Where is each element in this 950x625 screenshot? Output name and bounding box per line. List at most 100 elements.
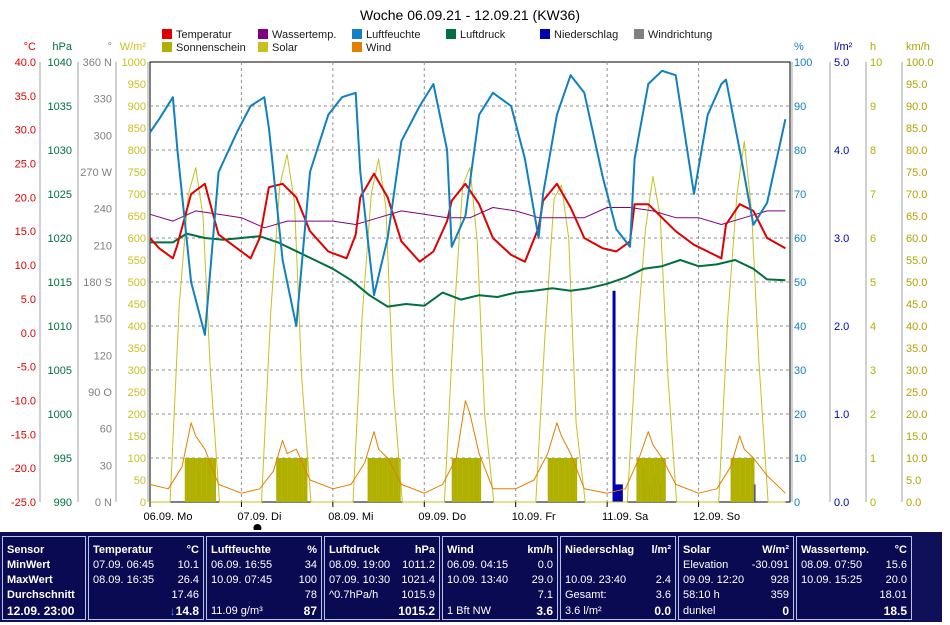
tick-temperature-1: 35.0 (15, 91, 36, 103)
sunshine-bar-1-11 (296, 458, 299, 502)
sunshine-bar-1-2 (279, 458, 282, 502)
wind-unit: km/h (527, 544, 553, 556)
rain-total-label: Gesamt: (565, 589, 607, 601)
tick-temperature-2: 30.0 (15, 125, 36, 137)
sunshine-bar-2-4 (374, 458, 377, 502)
tick-solar-0: 1000 (122, 57, 146, 69)
sunshine-bar-3-15 (479, 458, 482, 502)
tick-temperature-5: 15.0 (15, 226, 36, 238)
sunshine-bar-4-13 (571, 458, 574, 502)
tick-pressure-5: 1015 (48, 277, 72, 289)
tick-solar-3: 850 (128, 123, 146, 135)
sunshine-bar-5-5 (645, 458, 648, 502)
wind-max-time: 10.09. 13:40 (447, 574, 509, 586)
tick-pressure-9: 995 (54, 453, 72, 465)
rain-bar-3 (619, 484, 623, 502)
hum-abs-label: 11.09 g/m³ (211, 605, 263, 617)
sunshine-bar-0-1 (186, 458, 189, 502)
sunshine-bar-1-8 (290, 458, 293, 502)
sunshine-bar-0-4 (192, 458, 195, 502)
sunshine-bar-6-11 (750, 458, 753, 502)
unit-direction: ° (108, 41, 112, 53)
tick-pressure-10: 990 (54, 497, 72, 509)
tick-solar-4: 800 (128, 145, 146, 157)
sunshine-bar-2-7 (380, 458, 383, 502)
tick-temperature-10: -10.0 (11, 395, 36, 407)
sunshine-bar-1-7 (288, 458, 291, 502)
tick-humidity-9: 10 (794, 453, 806, 465)
tick-direction-9: 90 O (88, 387, 112, 399)
sunshine-bar-0-0 (184, 458, 187, 502)
sunshine-bar-0-2 (188, 458, 191, 502)
sunshine-bar-4-7 (560, 458, 563, 502)
bars (184, 290, 756, 502)
wind-bft-label: 1 Bft NW (447, 605, 492, 617)
tick-pressure-7: 1005 (48, 365, 72, 377)
solar-elevation-label: Elevation (683, 559, 729, 571)
tick-humidity-1: 90 (794, 101, 806, 113)
sunshine-bar-0-9 (201, 458, 204, 502)
sunshine-bar-3-5 (460, 458, 463, 502)
sunshine-bar-2-17 (398, 458, 401, 502)
sunshine-bar-2-11 (387, 458, 390, 502)
press-min-time: 08.09. 19:00 (329, 559, 391, 571)
sunshine-bar-3-8 (466, 458, 469, 502)
water-max-value: 20.0 (885, 574, 907, 586)
tick-wind-12: 40.0 (906, 321, 927, 333)
tick-sunshine-7: 3 (870, 365, 876, 377)
tick-rain-1: 4.0 (834, 145, 849, 157)
sunshine-bar-6-4 (737, 458, 740, 502)
tick-direction-7: 150 (94, 314, 112, 326)
sunshine-bar-0-8 (199, 458, 202, 502)
tick-wind-10: 50.0 (906, 277, 927, 289)
tick-temperature-3: 25.0 (15, 159, 36, 171)
tick-wind-4: 80.0 (906, 145, 927, 157)
tick-solar-17: 150 (128, 431, 146, 443)
press-min-value: 1011.2 (402, 559, 435, 571)
rain-max-value: 2.4 (655, 574, 671, 586)
tick-wind-0: 100.0 (906, 57, 934, 69)
legend-label-1: Wassertemp. (272, 29, 336, 41)
x-label-6: 12.09. So (693, 511, 740, 523)
hum-min-value: 34 (304, 559, 317, 571)
hum-min-time: 06.09. 16:55 (211, 559, 273, 571)
tick-sunshine-0: 10 (870, 57, 882, 69)
wind-min-value: 0.0 (537, 559, 553, 571)
tick-solar-8: 600 (128, 233, 146, 245)
current-time: 12.09. 23:00 (7, 604, 75, 618)
tick-pressure-1: 1035 (48, 101, 72, 113)
sunshine-bar-3-6 (462, 458, 465, 502)
sunshine-bar-5-6 (647, 458, 650, 502)
sunshine-bar-3-10 (470, 458, 472, 502)
sunshine-bar-4-3 (553, 458, 556, 502)
unit-sunshine: h (870, 41, 876, 53)
water-temp-block: Wassertemp. °C 08.09. 07:50 15.6 10.09. 15… (796, 536, 912, 620)
solar-sunhours: 58:10 h (683, 589, 720, 601)
legend-label-0: Temperatur (176, 29, 232, 41)
sunshine-bar-2-12 (389, 458, 392, 502)
sunshine-bar-3-14 (477, 458, 480, 502)
tick-temperature-13: -25.0 (11, 497, 36, 509)
sunshine-bar-1-15 (303, 458, 306, 502)
sunshine-bar-6-9 (747, 458, 750, 502)
tick-humidity-8: 20 (794, 409, 806, 421)
hum-current-value: 87 (303, 604, 317, 618)
tick-humidity-4: 60 (794, 233, 806, 245)
water-current-value: 18.5 (883, 604, 907, 618)
sunshine-bar-0-11 (204, 458, 207, 502)
x-label-0: 06.09. Mo (144, 511, 193, 523)
water-max-time: 10.09. 15:25 (801, 574, 863, 586)
sunshine-bar-4-0 (547, 458, 550, 502)
water-unit: °C (894, 544, 907, 556)
current-time-marker (253, 524, 262, 530)
solar-current-value: 0 (782, 604, 789, 618)
rain-bar-2 (617, 484, 621, 502)
temp-title: Temperatur (93, 544, 153, 556)
sunshine-bar-1-6 (287, 458, 290, 502)
sensor-block: Sensor MinWert MaxWert Durchschnitt 12.0… (2, 536, 86, 620)
tick-wind-1: 95.0 (906, 79, 927, 91)
sunshine-bar-6-7 (743, 458, 746, 502)
unit-temperature: °C (24, 41, 36, 53)
tick-direction-2: 300 (94, 130, 112, 142)
tick-sunshine-2: 8 (870, 145, 876, 157)
